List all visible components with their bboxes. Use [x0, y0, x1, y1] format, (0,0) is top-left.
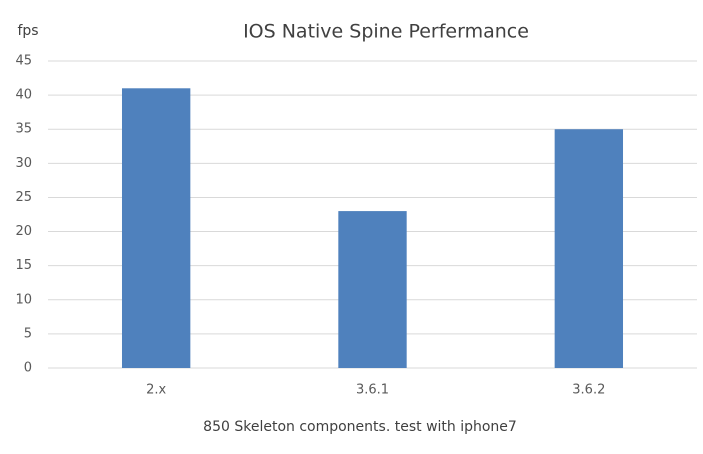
- y-tick-label: 15: [15, 258, 32, 273]
- y-axis-label: fps: [17, 23, 38, 39]
- bar: [338, 211, 407, 368]
- y-tick-label: 20: [15, 224, 32, 239]
- bar: [554, 129, 624, 368]
- y-tick-label: 10: [15, 292, 32, 307]
- y-tick-label: 40: [15, 88, 32, 103]
- y-tick-label: 5: [24, 326, 32, 341]
- y-tick-label: 45: [15, 54, 32, 69]
- y-tick-label: 35: [15, 122, 32, 137]
- x-tick-label: 3.6.1: [356, 383, 389, 398]
- y-tick-label: 25: [15, 190, 32, 205]
- x-tick-label: 2.x: [146, 383, 166, 398]
- y-tick-label: 30: [15, 156, 32, 171]
- y-tick-label: 0: [24, 361, 32, 376]
- bar: [121, 88, 191, 369]
- x-axis-label: 850 Skeleton components. test with iphon…: [203, 419, 517, 435]
- chart-title: IOS Native Spine Perfermance: [243, 21, 529, 43]
- x-tick-label: 3.6.2: [572, 383, 605, 398]
